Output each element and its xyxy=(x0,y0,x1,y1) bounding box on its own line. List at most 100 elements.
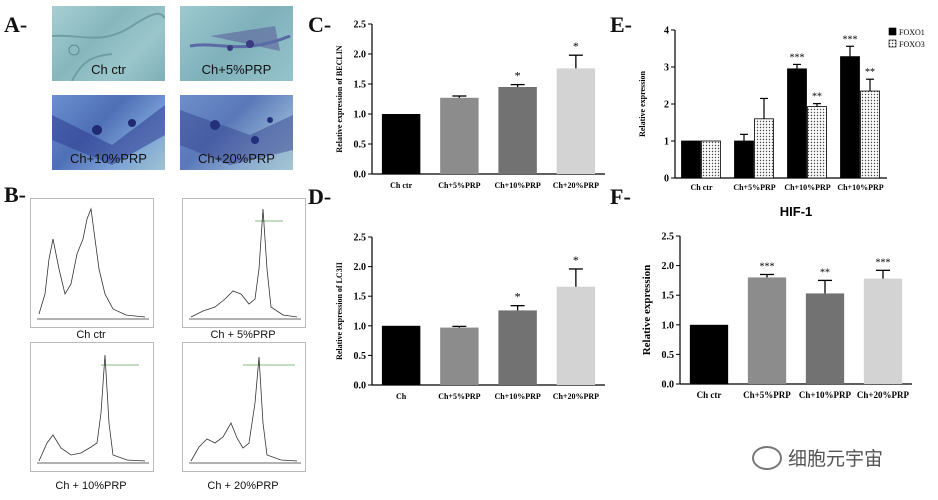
y-tick-label: 2.5 xyxy=(354,20,367,31)
y-tick-label: 0 xyxy=(664,174,669,185)
bar xyxy=(860,90,880,179)
micrograph-texture xyxy=(189,26,291,51)
micrograph-caption: Ch ctr xyxy=(91,62,126,77)
y-axis-label: Relative expression xyxy=(638,71,647,137)
x-tick-label: Ch xyxy=(396,392,407,401)
bar xyxy=(381,325,421,385)
bar xyxy=(498,310,537,385)
micrograph-texture xyxy=(52,105,165,165)
bar xyxy=(681,140,701,179)
y-tick-label: 0.0 xyxy=(354,170,367,181)
y-tick-label: 3 xyxy=(664,63,669,74)
flow-histogram-ch-ctr xyxy=(30,198,154,328)
panel-label-f: F- xyxy=(610,184,631,209)
chat-bubble-icon xyxy=(752,445,782,470)
y-tick-label: 0.5 xyxy=(354,351,367,362)
significance-label: * xyxy=(515,290,521,304)
chart-beclin: 0.0 0.5 1.0 1.5 2.0 2.5 Relative expression of… xyxy=(335,20,605,190)
x-tick-label: Ch+10%PRP xyxy=(784,183,830,192)
significance-label: * xyxy=(573,253,579,267)
y-axis-label: Relative expression of LC3II xyxy=(335,262,344,360)
x-tick-label: Ch+5%PRP xyxy=(438,181,480,190)
x-tick-label: Ch+5%PRP xyxy=(438,392,480,401)
flow-caption: Ch ctr xyxy=(76,329,106,341)
chart-foxo: 0 1 2 3 4 Relative expression Ch ctr Ch+5%PRP **… xyxy=(638,26,925,193)
flow-caption: Ch + 10%PRP xyxy=(55,480,127,492)
x-tick-label: Ch+10%PRP xyxy=(494,392,540,401)
watermark-text: 细胞元宇宙 xyxy=(788,448,884,470)
y-tick-label: 2.0 xyxy=(354,50,367,61)
watermark: 细胞元宇宙 xyxy=(752,444,883,472)
flow-caption: Ch + 20%PRP xyxy=(207,480,279,492)
bar xyxy=(381,114,421,174)
chart-lc3ii: 0.0 0.5 1.0 1.5 2.0 2.5 Relative expression of… xyxy=(335,233,605,401)
bar xyxy=(498,87,537,174)
x-tick-label: Ch+5%PRP xyxy=(733,183,775,192)
micrograph-caption: Ch+10%PRP xyxy=(70,151,147,166)
chart-title: HIF-1 xyxy=(780,204,813,219)
histogram-trace xyxy=(37,207,149,320)
histogram-trace xyxy=(189,208,301,320)
x-tick-label: Ch+20%PRP xyxy=(553,181,599,190)
bar xyxy=(556,68,596,174)
y-tick-label: 1.0 xyxy=(662,320,675,331)
y-tick-label: 1.0 xyxy=(354,321,367,332)
y-tick-label: 0.0 xyxy=(662,380,675,391)
legend-label: FOXO3 xyxy=(899,40,925,49)
bar xyxy=(701,140,721,179)
y-tick-label: 2.0 xyxy=(354,262,367,273)
micrograph-ch-5prp: Ch+5%PRP xyxy=(180,6,293,81)
micrograph-ch-ctr: Ch ctr xyxy=(52,6,165,81)
micrograph-texture xyxy=(52,12,165,81)
y-tick-label: 1 xyxy=(664,137,669,148)
panel-label-b: B- xyxy=(4,182,26,207)
x-tick-label: Ch+5%PRP xyxy=(743,390,791,400)
y-tick-label: 4 xyxy=(664,26,669,37)
bar xyxy=(805,293,845,384)
significance-label: * xyxy=(515,69,521,83)
y-tick-label: 1.0 xyxy=(354,110,367,121)
flow-caption: Ch + 5%PRP xyxy=(210,329,276,341)
y-tick-label: 2.5 xyxy=(662,232,675,243)
bar xyxy=(863,278,903,384)
bar xyxy=(747,277,787,384)
x-tick-label: Ch+20%PRP xyxy=(857,390,910,400)
bar xyxy=(734,140,754,179)
y-tick-label: 2.5 xyxy=(354,233,367,244)
significance-label: *** xyxy=(790,52,805,63)
significance-label: * xyxy=(573,39,579,53)
panel-label-c: C- xyxy=(308,12,332,37)
bar xyxy=(440,327,479,385)
flow-histogram-ch-5prp xyxy=(182,198,306,328)
bar xyxy=(807,106,827,179)
x-tick-label: Ch+10%PRP xyxy=(799,390,852,400)
flow-histogram-ch-10prp xyxy=(30,342,154,472)
legend-swatch xyxy=(888,27,897,36)
significance-label: *** xyxy=(760,261,775,272)
flow-histogram-ch-20prp xyxy=(182,342,306,472)
bar xyxy=(754,118,774,179)
x-tick-label: Ch+10%PRP xyxy=(837,183,883,192)
y-tick-label: 0.0 xyxy=(354,381,367,392)
micrograph-ch-20prp: Ch+20%PRP xyxy=(180,95,293,170)
bar xyxy=(840,56,860,179)
y-tick-label: 1.5 xyxy=(662,291,675,302)
panel-label-d: D- xyxy=(308,184,332,209)
significance-label: ** xyxy=(820,267,830,278)
histogram-trace xyxy=(189,356,301,464)
y-tick-label: 1.5 xyxy=(354,292,367,303)
bar xyxy=(787,68,807,179)
x-tick-label: Ch+20%PRP xyxy=(553,392,599,401)
panel-label-a: A- xyxy=(4,12,28,37)
histogram-trace xyxy=(37,354,149,464)
micrograph-caption: Ch+20%PRP xyxy=(198,151,275,166)
significance-label: *** xyxy=(843,34,858,45)
y-tick-label: 2.0 xyxy=(662,261,675,272)
x-tick-label: Ch+10%PRP xyxy=(494,181,540,190)
micrograph-ch-10prp: Ch+10%PRP xyxy=(52,95,165,170)
legend-swatch xyxy=(888,39,897,48)
bar xyxy=(689,324,729,384)
bar xyxy=(440,97,479,174)
panel-label-e: E- xyxy=(610,12,632,37)
y-tick-label: 1.5 xyxy=(354,80,367,91)
